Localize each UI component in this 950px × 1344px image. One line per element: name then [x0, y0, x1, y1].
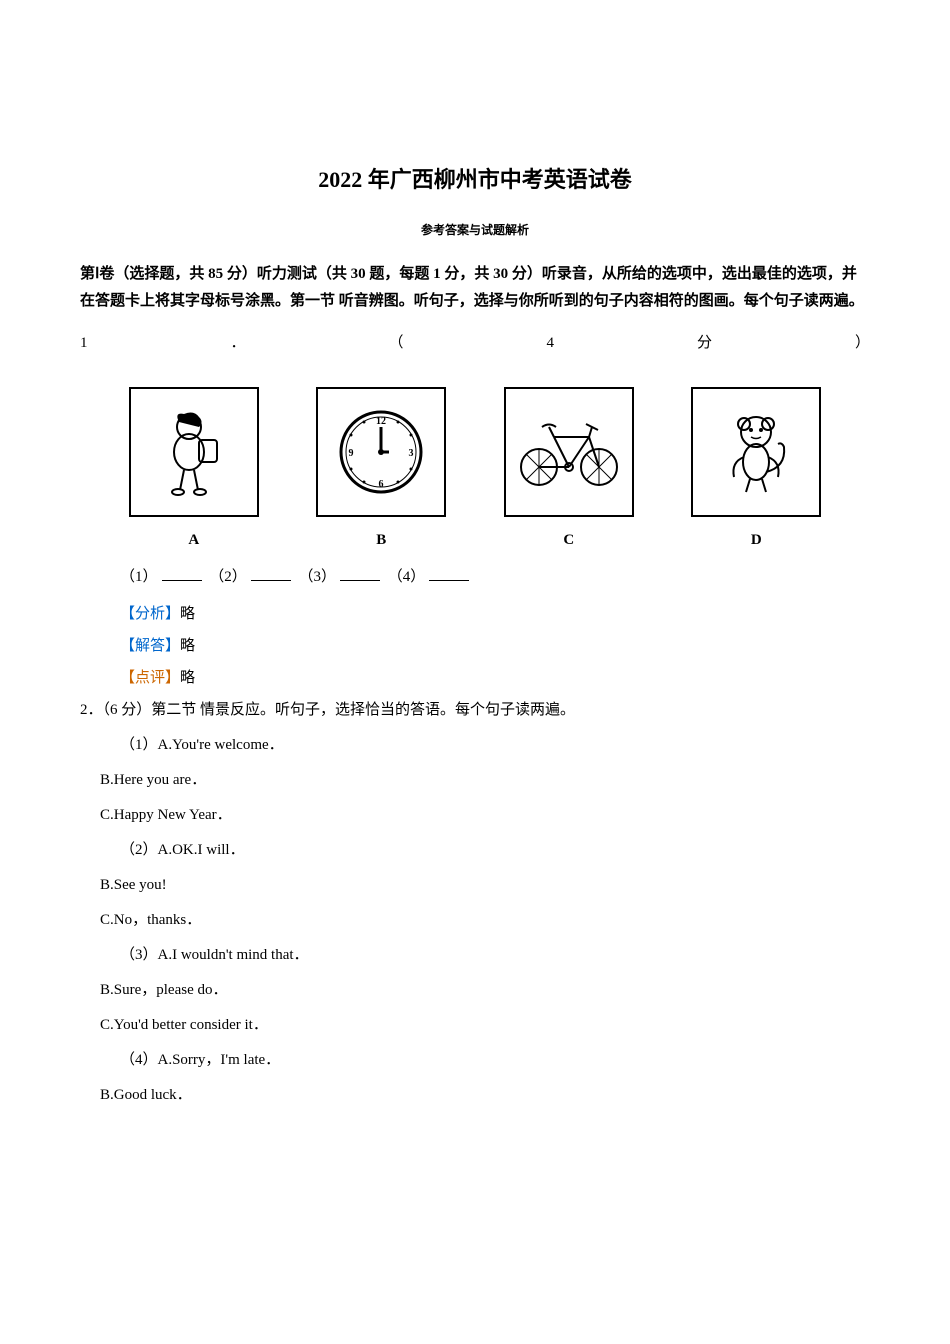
blank-1: [162, 580, 202, 581]
page-subtitle: 参考答案与试题解析: [80, 220, 870, 242]
q1-paren-close: ）: [855, 330, 870, 357]
svg-text:12: 12: [376, 416, 386, 427]
q2-4-b: B.Good luck．: [100, 1082, 870, 1109]
blank-label-3: （3）: [299, 569, 337, 585]
q1-points: 4: [546, 330, 554, 357]
image-label-a: A: [188, 527, 199, 554]
q2-1-a: （1）A.You're welcome．: [120, 732, 870, 759]
image-label-d: D: [751, 527, 762, 554]
q2-3-b: B.Sure，please do．: [100, 977, 870, 1004]
q2-2-a: （2）A.OK.I will．: [120, 837, 870, 864]
q2-2-c: C.No，thanks．: [100, 907, 870, 934]
girl-backpack-icon: [129, 387, 259, 517]
bicycle-icon: [504, 387, 634, 517]
analysis-label: 【分析】: [120, 606, 180, 622]
q1-points-unit: 分: [697, 330, 712, 357]
q1-paren-open: （: [388, 330, 403, 357]
svg-text:9: 9: [349, 448, 354, 459]
q2-1-b: B.Here you are．: [100, 767, 870, 794]
blank-4: [429, 580, 469, 581]
image-options-row: A 12 3 6 9 B: [100, 387, 850, 554]
q1-dot: ．: [230, 330, 245, 357]
q1-comment: 【点评】略: [120, 665, 870, 692]
q1-number: 1: [80, 330, 88, 357]
clock-icon: 12 3 6 9: [316, 387, 446, 517]
q2-1-c: C.Happy New Year．: [100, 802, 870, 829]
q1-answer: 【解答】略: [120, 633, 870, 660]
image-option-a: A: [129, 387, 259, 554]
answer-text: 略: [180, 638, 195, 654]
image-option-c: C: [504, 387, 634, 554]
blank-label-2: （2）: [209, 569, 247, 585]
blank-label-1: （1）: [120, 569, 158, 585]
comment-label: 【点评】: [120, 670, 180, 686]
svg-text:3: 3: [409, 448, 414, 459]
question-2-header: 2．（6 分）第二节 情景反应。听句子，选择恰当的答语。每个句子读两遍。: [80, 697, 870, 724]
comment-text: 略: [180, 670, 195, 686]
section-header: 第Ⅰ卷（选择题，共 85 分）听力测试（共 30 题，每题 1 分，共 30 分…: [80, 261, 870, 315]
analysis-text: 略: [180, 606, 195, 622]
q2-4-a: （4）A.Sorry，I'm late．: [120, 1047, 870, 1074]
image-option-b: 12 3 6 9 B: [316, 387, 446, 554]
q1-analysis: 【分析】略: [120, 601, 870, 628]
question-1-header: 1 ． （ 4 分 ）: [80, 330, 870, 357]
image-label-c: C: [563, 527, 574, 554]
q1-blanks: （1） （2） （3） （4）: [120, 564, 870, 591]
blank-3: [340, 580, 380, 581]
svg-text:6: 6: [379, 479, 384, 490]
blank-2: [251, 580, 291, 581]
q2-2-b: B.See you!: [100, 872, 870, 899]
blank-label-4: （4）: [388, 569, 426, 585]
monkey-icon: [691, 387, 821, 517]
page-title: 2022 年广西柳州市中考英语试卷: [80, 160, 870, 200]
image-option-d: D: [691, 387, 821, 554]
q2-3-a: （3）A.I wouldn't mind that．: [120, 942, 870, 969]
q2-3-c: C.You'd better consider it．: [100, 1012, 870, 1039]
image-label-b: B: [376, 527, 386, 554]
answer-label: 【解答】: [120, 638, 180, 654]
